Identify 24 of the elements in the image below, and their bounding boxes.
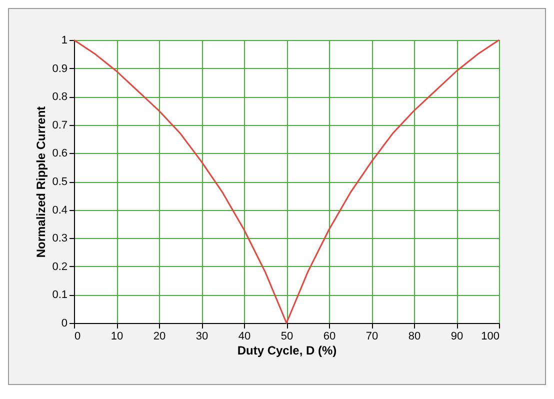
y-tick-label: 0.4: [52, 204, 68, 216]
y-tick-label: 0.1: [52, 289, 68, 302]
x-tick-label: 80: [408, 330, 421, 342]
y-tick-label: 0.5: [52, 176, 68, 188]
y-tick-label: 0.7: [52, 119, 68, 132]
x-tick-label: 30: [196, 330, 208, 342]
x-tick-label: 10: [110, 330, 124, 342]
y-tick-label: 0.6: [52, 148, 68, 160]
x-tick-label: 50: [280, 330, 294, 342]
y-tick-label: 0.9: [52, 62, 68, 75]
y-tick-label: 0.2: [52, 260, 68, 273]
y-axis-title: Normalized Ripple Current: [34, 106, 48, 258]
x-tick-label: 90: [450, 330, 464, 342]
x-tick-label: 40: [238, 330, 251, 342]
y-tick-label: 0.3: [52, 232, 68, 245]
y-tick-label: 0.8: [52, 91, 68, 104]
y-tick-label: 1: [61, 34, 68, 46]
x-tick-label: 20: [153, 330, 166, 342]
x-tick-label: 60: [323, 330, 336, 342]
x-tick-label: 0: [74, 330, 81, 342]
x-tick-label: 70: [366, 330, 378, 342]
x-axis-title: Duty Cycle, D (%): [237, 344, 337, 358]
y-tick-label: 0: [61, 318, 68, 330]
x-tick-label: 100: [481, 330, 500, 342]
